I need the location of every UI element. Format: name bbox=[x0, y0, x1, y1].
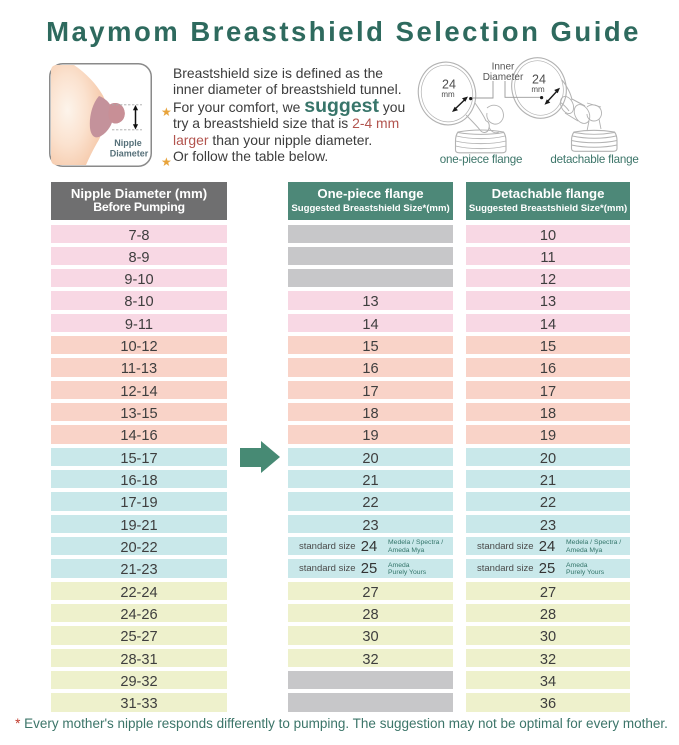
svg-text:Diameter: Diameter bbox=[483, 72, 524, 83]
svg-text:mm: mm bbox=[531, 85, 545, 94]
svg-text:mm: mm bbox=[441, 90, 455, 99]
svg-text:Diameter: Diameter bbox=[110, 149, 149, 159]
svg-text:24: 24 bbox=[532, 73, 546, 87]
svg-text:24: 24 bbox=[442, 78, 456, 92]
svg-text:Inner: Inner bbox=[492, 62, 515, 73]
svg-text:Nipple: Nipple bbox=[114, 138, 142, 148]
